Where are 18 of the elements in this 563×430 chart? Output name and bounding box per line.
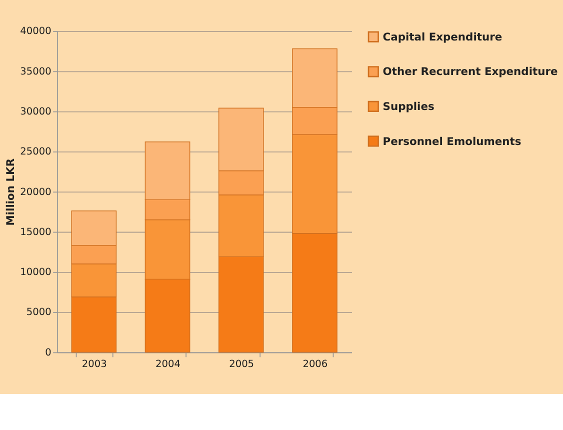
y-tick-label: 30000 bbox=[20, 106, 52, 118]
legend-label: Other Recurrent Expenditure bbox=[382, 65, 558, 78]
y-tick-label: 5000 bbox=[26, 307, 52, 318]
legend-label: Capital Expenditure bbox=[382, 30, 502, 44]
y-tick-label: 10000 bbox=[20, 267, 52, 278]
legend-label: Supplies bbox=[382, 100, 434, 114]
x-tick-label: 2005 bbox=[229, 358, 254, 370]
y-tick-label: 20000 bbox=[20, 186, 52, 198]
y-tick-label: 25000 bbox=[20, 146, 52, 158]
y-tick-label: 0 bbox=[45, 347, 52, 358]
y-tick-label: 35000 bbox=[20, 66, 52, 78]
legend-label: Personnel Emoluments bbox=[382, 134, 522, 148]
y-tick-label: 15000 bbox=[20, 226, 52, 238]
y-tick-label: 40000 bbox=[20, 26, 52, 38]
x-tick-label: 2003 bbox=[82, 358, 107, 370]
x-tick-label: 2004 bbox=[155, 358, 180, 370]
y-axis-title: Million LKR bbox=[4, 158, 17, 226]
x-tick-label: 2006 bbox=[302, 358, 328, 370]
